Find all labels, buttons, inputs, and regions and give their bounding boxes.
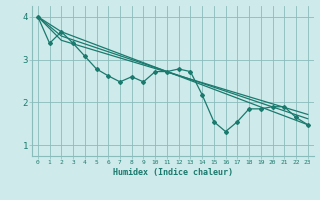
X-axis label: Humidex (Indice chaleur): Humidex (Indice chaleur)	[113, 168, 233, 177]
